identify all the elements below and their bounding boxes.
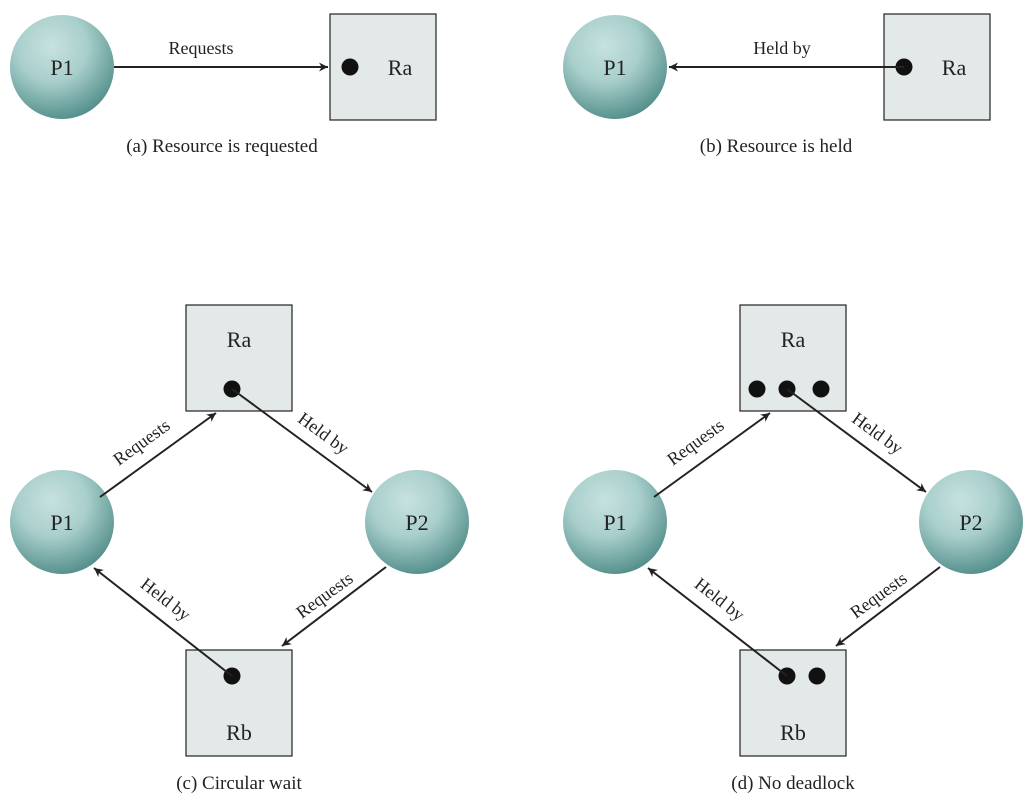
resource-label-top: Ra xyxy=(781,327,806,352)
edge-label-ra-p2: Held by xyxy=(294,408,352,458)
request-edge-p1-ra xyxy=(99,412,217,498)
edge-label-rb-p1: Held by xyxy=(137,574,195,625)
resource-label: Ra xyxy=(942,55,967,80)
resource-label-top: Ra xyxy=(227,327,252,352)
panel-caption: (a) Resource is requested xyxy=(126,136,318,157)
process-label: P1 xyxy=(50,55,73,80)
panel-caption: (b) Resource is held xyxy=(700,136,853,157)
request-edge-p1-ra xyxy=(653,412,771,498)
process-node-p2 xyxy=(919,470,1023,574)
resource-label-bottom: Rb xyxy=(226,720,252,745)
process-label-1: P1 xyxy=(603,510,626,535)
panel-d: P1 P2 Ra Rb Requests Held by Requests He… xyxy=(563,304,1023,794)
edge-label-rb-p1: Held by xyxy=(691,574,749,625)
process-label: P1 xyxy=(603,55,626,80)
edge-label-ra-p2: Held by xyxy=(848,408,906,458)
process-label-1: P1 xyxy=(50,510,73,535)
held-by-edge-rb-p1 xyxy=(93,567,233,677)
process-label-2: P2 xyxy=(959,510,982,535)
edge-label-p1-ra: Requests xyxy=(109,415,173,469)
resource-instance-dot xyxy=(748,380,766,398)
resource-instance-dot xyxy=(812,380,830,398)
panel-a: P1 Ra Requests (a) Resource is requested xyxy=(10,13,437,157)
panel-caption: (c) Circular wait xyxy=(176,773,302,794)
request-edge-p2-rb xyxy=(281,566,387,647)
resource-node-rb xyxy=(185,649,293,757)
request-edge-p2-rb xyxy=(835,566,941,647)
resource-instance-dot xyxy=(808,667,826,685)
process-node-p2 xyxy=(365,470,469,574)
held-by-edge-ra-p2 xyxy=(786,388,927,493)
panel-c: P1 P2 Ra Rb Requests Held by Requests He… xyxy=(10,304,469,794)
edge-label-p1-ra: Requests xyxy=(663,415,727,469)
resource-instance-dot xyxy=(341,58,359,76)
process-node-p1 xyxy=(563,470,667,574)
resource-label: Ra xyxy=(388,55,413,80)
resource-node-rb xyxy=(739,649,847,757)
held-by-edge-rb-p1 xyxy=(647,567,788,677)
process-node-p1 xyxy=(10,470,114,574)
resource-label-bottom: Rb xyxy=(780,720,806,745)
panel-caption: (d) No deadlock xyxy=(731,773,855,794)
held-by-edge-ra-p2 xyxy=(231,388,373,493)
panel-b: P1 Ra Held by (b) Resource is held xyxy=(563,13,991,157)
edge-label: Requests xyxy=(169,38,234,58)
process-node-p1 xyxy=(10,15,114,119)
edge-label: Held by xyxy=(753,38,811,58)
process-label-2: P2 xyxy=(405,510,428,535)
process-node-p1 xyxy=(563,15,667,119)
